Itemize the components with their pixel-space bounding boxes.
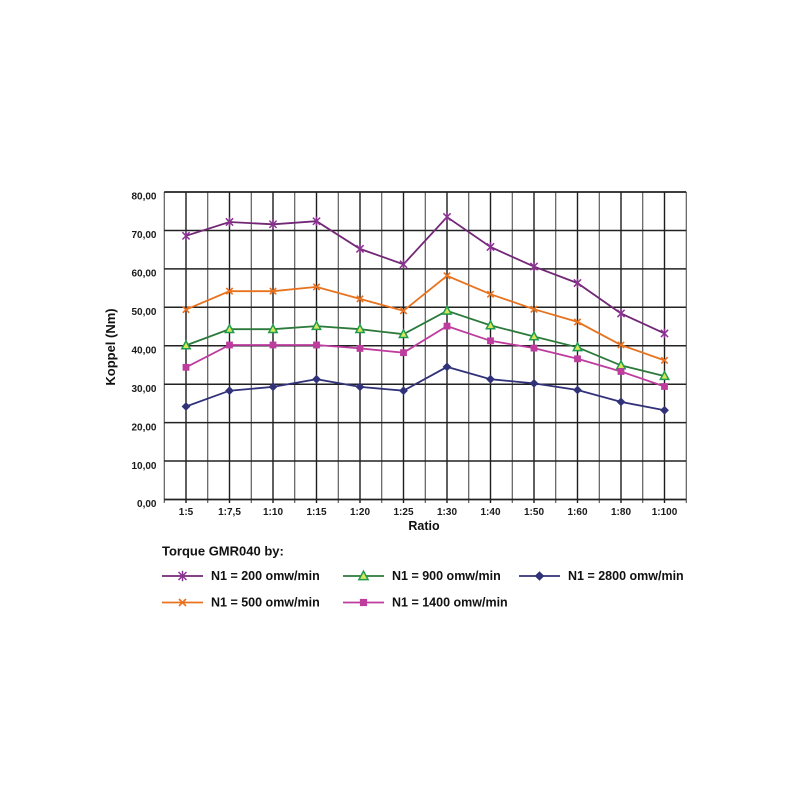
svg-text:Ratio: Ratio: [408, 519, 440, 533]
svg-text:Koppel (Nm): Koppel (Nm): [103, 308, 118, 385]
svg-text:1:100: 1:100: [652, 507, 678, 518]
svg-text:1:5: 1:5: [179, 507, 194, 518]
svg-text:1:15: 1:15: [306, 507, 326, 518]
svg-text:1:80: 1:80: [611, 507, 631, 518]
svg-text:10,00: 10,00: [131, 461, 156, 472]
svg-text:Torque GMR040 by:: Torque GMR040 by:: [162, 544, 284, 559]
svg-text:70,00: 70,00: [131, 230, 156, 241]
svg-text:N1 = 2800 omw/min: N1 = 2800 omw/min: [568, 569, 684, 583]
svg-text:30,00: 30,00: [131, 384, 156, 395]
svg-text:N1 = 1400 omw/min: N1 = 1400 omw/min: [392, 596, 508, 610]
svg-text:N1 = 900 omw/min: N1 = 900 omw/min: [392, 569, 501, 583]
svg-text:20,00: 20,00: [131, 422, 156, 433]
svg-text:1:10: 1:10: [263, 507, 283, 518]
svg-text:1:20: 1:20: [350, 507, 370, 518]
svg-text:1:30: 1:30: [437, 507, 457, 518]
svg-text:1:40: 1:40: [480, 507, 500, 518]
svg-text:1:50: 1:50: [524, 507, 544, 518]
svg-text:60,00: 60,00: [131, 269, 156, 280]
svg-text:N1 = 500 omw/min: N1 = 500 omw/min: [211, 596, 320, 610]
svg-text:80,00: 80,00: [131, 192, 156, 203]
svg-text:1:7,5: 1:7,5: [218, 507, 241, 518]
svg-text:0,00: 0,00: [137, 499, 157, 510]
svg-text:N1 = 200 omw/min: N1 = 200 omw/min: [211, 569, 320, 583]
svg-text:1:60: 1:60: [567, 507, 587, 518]
svg-text:50,00: 50,00: [131, 307, 156, 318]
svg-text:1:25: 1:25: [393, 507, 413, 518]
svg-text:40,00: 40,00: [131, 345, 156, 356]
